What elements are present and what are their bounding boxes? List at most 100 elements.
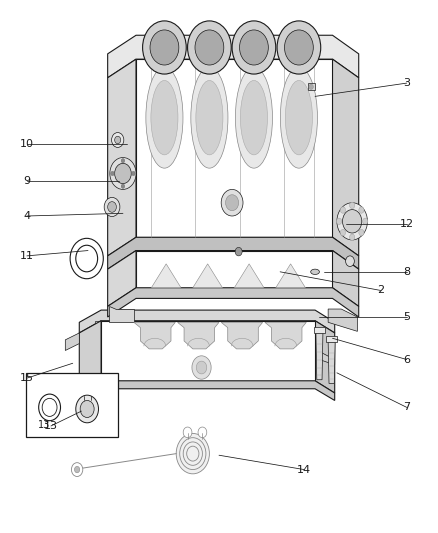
Circle shape bbox=[277, 21, 321, 74]
Circle shape bbox=[337, 203, 367, 240]
Circle shape bbox=[121, 184, 125, 188]
Polygon shape bbox=[328, 309, 357, 332]
Ellipse shape bbox=[280, 67, 318, 168]
Circle shape bbox=[115, 136, 121, 144]
Circle shape bbox=[115, 164, 131, 183]
Circle shape bbox=[192, 356, 211, 379]
Circle shape bbox=[104, 197, 120, 216]
Circle shape bbox=[143, 21, 186, 74]
Polygon shape bbox=[326, 336, 337, 342]
Polygon shape bbox=[65, 333, 79, 351]
Polygon shape bbox=[79, 310, 335, 333]
Polygon shape bbox=[79, 321, 101, 393]
Text: 14: 14 bbox=[297, 465, 311, 474]
Circle shape bbox=[71, 463, 83, 477]
Circle shape bbox=[76, 395, 99, 423]
Polygon shape bbox=[332, 59, 359, 256]
Text: 2: 2 bbox=[377, 286, 384, 295]
Text: 10: 10 bbox=[20, 139, 34, 149]
Polygon shape bbox=[319, 352, 335, 365]
Polygon shape bbox=[134, 322, 175, 349]
Circle shape bbox=[363, 218, 368, 224]
Ellipse shape bbox=[191, 67, 228, 168]
Text: 4: 4 bbox=[23, 211, 31, 221]
Polygon shape bbox=[79, 381, 335, 400]
Polygon shape bbox=[108, 237, 359, 269]
Circle shape bbox=[183, 427, 192, 438]
Circle shape bbox=[121, 159, 125, 163]
Circle shape bbox=[343, 209, 362, 233]
Circle shape bbox=[150, 30, 179, 65]
Circle shape bbox=[350, 234, 355, 240]
Text: 13: 13 bbox=[44, 421, 58, 431]
Polygon shape bbox=[177, 322, 219, 349]
Circle shape bbox=[70, 238, 103, 279]
Polygon shape bbox=[108, 35, 359, 78]
Text: 8: 8 bbox=[403, 267, 410, 277]
Circle shape bbox=[346, 256, 354, 266]
Circle shape bbox=[39, 394, 60, 421]
Ellipse shape bbox=[196, 80, 223, 155]
Circle shape bbox=[80, 400, 94, 417]
Circle shape bbox=[240, 30, 268, 65]
Circle shape bbox=[108, 201, 117, 212]
Ellipse shape bbox=[286, 80, 312, 155]
Text: 3: 3 bbox=[403, 78, 410, 88]
Circle shape bbox=[112, 133, 124, 148]
Circle shape bbox=[111, 171, 114, 175]
Circle shape bbox=[336, 218, 342, 224]
Polygon shape bbox=[265, 322, 306, 349]
Polygon shape bbox=[108, 288, 359, 317]
Ellipse shape bbox=[240, 80, 268, 155]
Polygon shape bbox=[109, 306, 134, 322]
Text: 7: 7 bbox=[403, 402, 410, 413]
Circle shape bbox=[359, 207, 364, 213]
Circle shape bbox=[359, 229, 364, 236]
Circle shape bbox=[309, 84, 313, 90]
Ellipse shape bbox=[146, 67, 183, 168]
Ellipse shape bbox=[311, 269, 319, 274]
Polygon shape bbox=[108, 59, 136, 256]
Polygon shape bbox=[136, 59, 332, 237]
Circle shape bbox=[340, 207, 346, 213]
Polygon shape bbox=[314, 327, 325, 333]
Circle shape bbox=[110, 158, 136, 189]
Polygon shape bbox=[316, 333, 323, 379]
Circle shape bbox=[235, 247, 242, 256]
Polygon shape bbox=[315, 321, 335, 393]
Text: 12: 12 bbox=[400, 219, 414, 229]
Circle shape bbox=[285, 30, 313, 65]
Circle shape bbox=[132, 171, 135, 175]
Polygon shape bbox=[95, 321, 315, 346]
Text: 13: 13 bbox=[38, 420, 50, 430]
Circle shape bbox=[196, 361, 207, 374]
Circle shape bbox=[226, 195, 239, 211]
Ellipse shape bbox=[151, 80, 178, 155]
Text: 9: 9 bbox=[23, 176, 31, 187]
Circle shape bbox=[340, 229, 346, 236]
Text: 5: 5 bbox=[403, 312, 410, 322]
Circle shape bbox=[76, 245, 98, 272]
Text: 11: 11 bbox=[20, 251, 34, 261]
Circle shape bbox=[74, 466, 80, 473]
Polygon shape bbox=[307, 83, 315, 90]
Polygon shape bbox=[151, 264, 181, 288]
Polygon shape bbox=[108, 251, 136, 306]
Circle shape bbox=[42, 398, 57, 416]
Polygon shape bbox=[276, 264, 305, 288]
Polygon shape bbox=[332, 251, 359, 306]
Polygon shape bbox=[328, 342, 335, 383]
Text: 6: 6 bbox=[403, 354, 410, 365]
Text: 15: 15 bbox=[20, 373, 34, 383]
Polygon shape bbox=[136, 251, 332, 288]
Circle shape bbox=[187, 21, 231, 74]
Bar bbox=[26, 373, 118, 437]
Circle shape bbox=[350, 202, 355, 208]
Ellipse shape bbox=[235, 67, 272, 168]
Polygon shape bbox=[221, 322, 263, 349]
Polygon shape bbox=[101, 321, 315, 381]
Circle shape bbox=[176, 433, 209, 474]
Circle shape bbox=[198, 427, 207, 438]
Circle shape bbox=[232, 21, 276, 74]
Circle shape bbox=[195, 30, 224, 65]
